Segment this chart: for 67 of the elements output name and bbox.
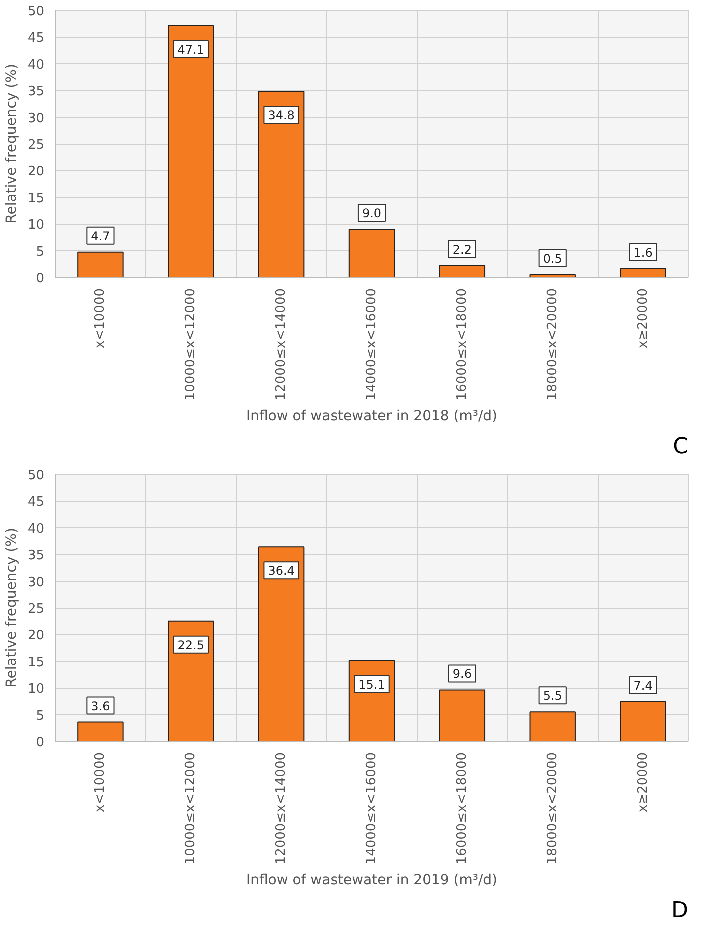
bar (620, 268, 666, 278)
y-tick-label: 50 (28, 468, 45, 484)
y-tick-label: 15 (28, 191, 45, 206)
bar (258, 91, 305, 278)
y-tick-label: 5 (36, 244, 45, 260)
y-tick-label: 30 (28, 575, 45, 590)
x-tick-label: 14000≤x<16000 (364, 288, 380, 401)
y-tick-label: 10 (28, 218, 45, 234)
data-label: 0.5 (543, 252, 562, 266)
x-axis-title: Inflow of wastewater in 2018 (m³/d) (246, 408, 498, 425)
x-axis-title: Inflow of wastewater in 2019 (m³/d) (246, 872, 498, 889)
bar (439, 265, 486, 278)
x-tick-label: 14000≤x<16000 (364, 752, 380, 865)
text: C (673, 434, 689, 460)
y-tick-label: 30 (28, 111, 45, 126)
y-tick-label: 40 (28, 522, 45, 537)
bar (78, 722, 124, 742)
data-label: 47.1 (178, 42, 204, 57)
y-tick-label: 45 (28, 495, 45, 510)
y-tick-label: 15 (28, 655, 45, 670)
y-tick-label: 45 (28, 31, 45, 46)
data-label: 3.6 (91, 699, 110, 714)
x-tick-label: x<10000 (93, 288, 108, 348)
data-label: 7.4 (634, 678, 653, 693)
bar (168, 25, 214, 278)
y-tick-label: 50 (28, 4, 45, 20)
bar (78, 252, 124, 278)
y-tick-label: 20 (28, 164, 45, 180)
y-tick-label: 0 (36, 736, 45, 750)
x-tick-label: x<10000 (93, 752, 108, 812)
data-label: 4.7 (91, 229, 110, 244)
data-label: 34.8 (268, 108, 295, 123)
y-tick-label: 0 (36, 272, 45, 286)
data-label: 36.4 (268, 564, 295, 578)
x-tick-label: x≥20000 (636, 288, 651, 348)
y-axis-title: Relative frequency (%) (4, 64, 20, 224)
bar (620, 701, 666, 742)
y-tick-label: 5 (36, 708, 45, 724)
x-tick-label: 12000≤x<14000 (274, 752, 290, 865)
x-tick-label: 16000≤x<18000 (454, 752, 470, 865)
x-tick-label: 10000≤x<12000 (184, 752, 199, 865)
x-tick-label: 16000≤x<18000 (454, 288, 470, 401)
x-tick-label: 12000≤x<14000 (274, 288, 290, 401)
y-tick-label: 10 (28, 682, 45, 698)
data-label: 5.5 (543, 689, 562, 704)
data-label: 1.6 (634, 246, 653, 260)
text: D (672, 898, 689, 924)
x-tick-label: 10000≤x<12000 (184, 288, 199, 401)
bar (439, 690, 486, 742)
bar (530, 712, 576, 742)
data-label: 22.5 (178, 638, 204, 652)
y-tick-label: 25 (28, 602, 45, 617)
bar (348, 228, 396, 278)
data-label: 9.0 (362, 206, 382, 220)
y-tick-label: 20 (28, 628, 45, 644)
data-label: 9.6 (452, 667, 472, 682)
data-label: 2.2 (452, 242, 472, 257)
data-label: 15.1 (358, 678, 386, 692)
x-tick-label: 18000≤x<20000 (545, 752, 560, 865)
bar (258, 546, 305, 742)
x-tick-label: 18000≤x<20000 (545, 288, 560, 401)
x-tick-label: x≥20000 (636, 752, 651, 812)
y-axis-title: Relative frequency (%) (4, 528, 20, 688)
y-tick-label: 40 (28, 58, 45, 73)
y-tick-label: 35 (28, 548, 45, 564)
y-tick-label: 35 (28, 84, 45, 100)
y-tick-label: 25 (28, 138, 45, 153)
